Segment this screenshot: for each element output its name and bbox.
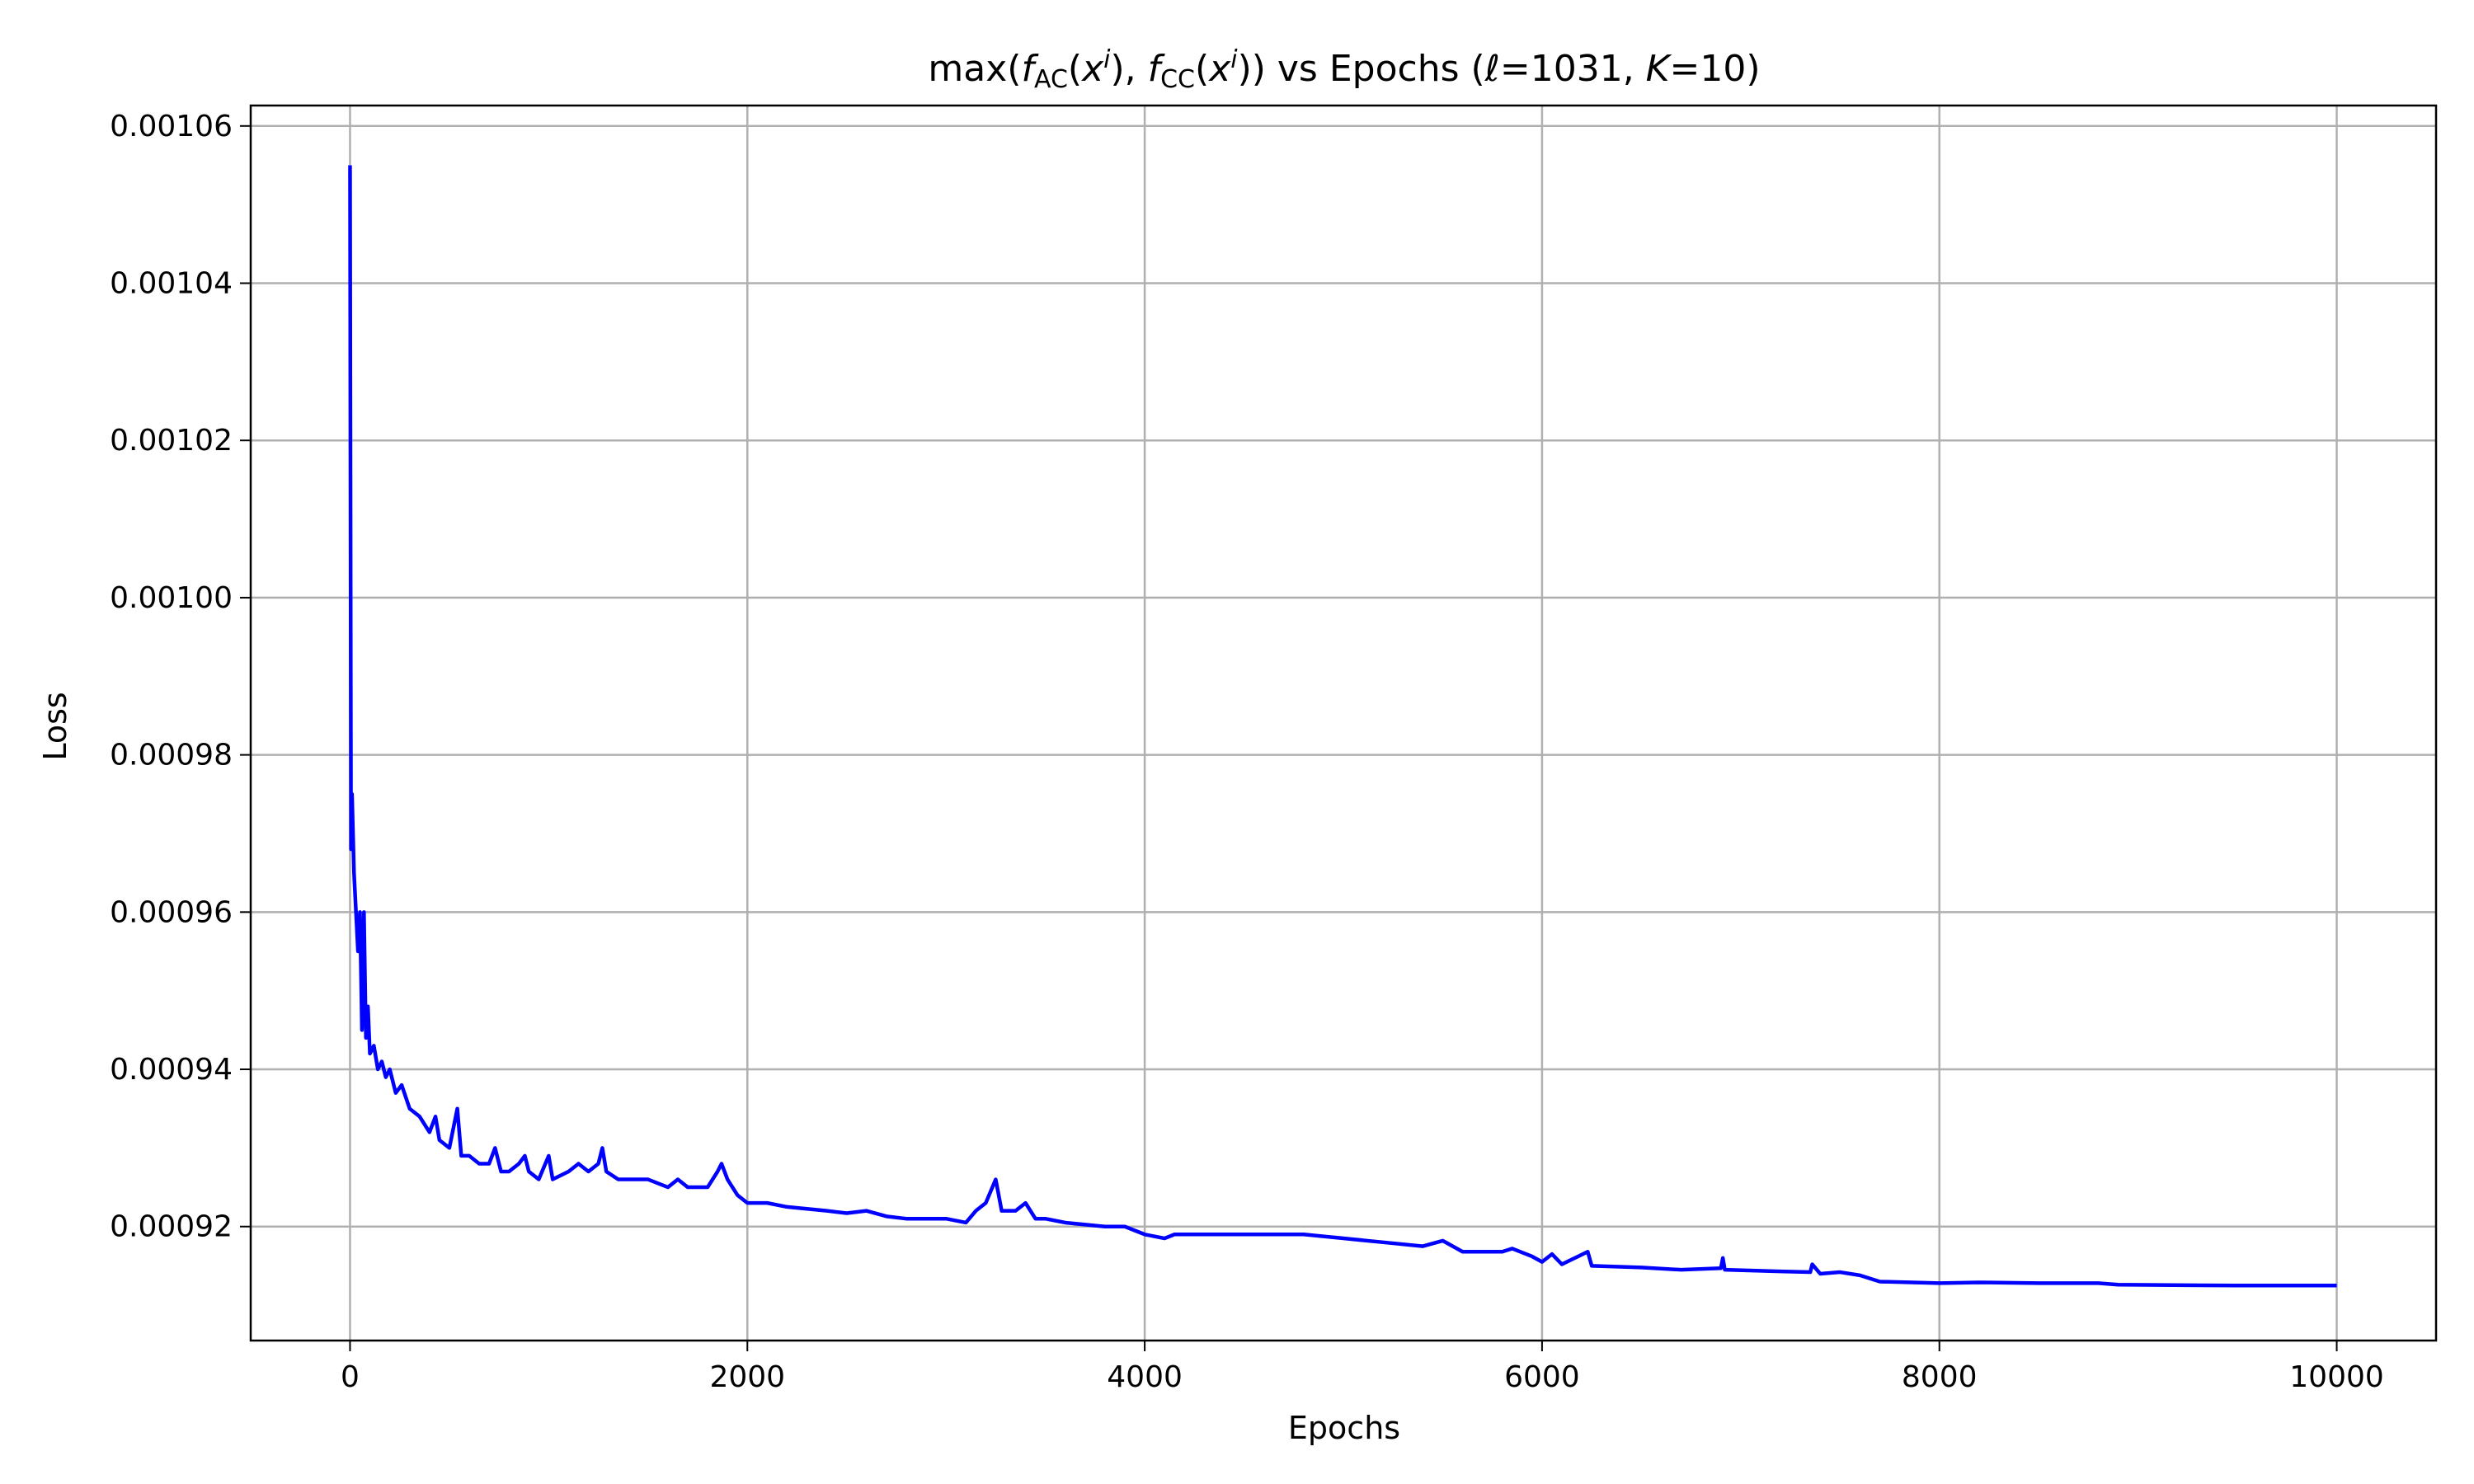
y-tick-label: 0.00092 <box>110 1210 233 1244</box>
x-tick-label: 6000 <box>1504 1360 1580 1394</box>
y-tick-label: 0.00098 <box>110 739 233 773</box>
chart-title: max(fAC(xi), fCC(xi)) vs Epochs (ℓ=1031,… <box>928 45 1760 94</box>
x-tick-label: 2000 <box>709 1360 785 1394</box>
x-tick-label: 10000 <box>2289 1360 2384 1394</box>
data-line <box>348 165 2337 1288</box>
plot-frame <box>249 104 2438 1342</box>
y-tick-label: 0.00100 <box>110 581 233 615</box>
y-tick-label: 0.00096 <box>110 895 233 929</box>
y-tick-label: 0.00094 <box>110 1053 233 1087</box>
x-axis-label: Epochs <box>1288 1410 1400 1446</box>
title-part: AC <box>1034 65 1068 94</box>
x-tick-label: 4000 <box>1107 1360 1183 1394</box>
y-tick-label: 0.00102 <box>110 424 233 458</box>
title-part: =1031, <box>1500 48 1646 90</box>
y-tick-label: 0.00106 <box>110 110 233 143</box>
title-part: =10) <box>1670 48 1761 90</box>
x-tick-label: 0 <box>341 1360 360 1394</box>
title-part: ( <box>1068 48 1082 90</box>
title-part: i <box>1103 45 1111 74</box>
title-part: )) vs Epochs ( <box>1238 48 1485 90</box>
title-part: ), <box>1110 48 1147 90</box>
y-axis-label: Loss <box>37 692 73 760</box>
title-part: CC <box>1160 65 1195 94</box>
title-part: i <box>1230 45 1238 74</box>
title-part: ℓ <box>1484 48 1500 90</box>
x-tick-label: 8000 <box>1902 1360 1978 1394</box>
title-part: x <box>1207 48 1231 90</box>
title-part: K <box>1646 48 1672 90</box>
y-tick-label: 0.00104 <box>110 266 233 300</box>
title-part: x <box>1080 48 1104 90</box>
title-part: max( <box>928 48 1021 90</box>
title-part: ( <box>1195 48 1209 90</box>
